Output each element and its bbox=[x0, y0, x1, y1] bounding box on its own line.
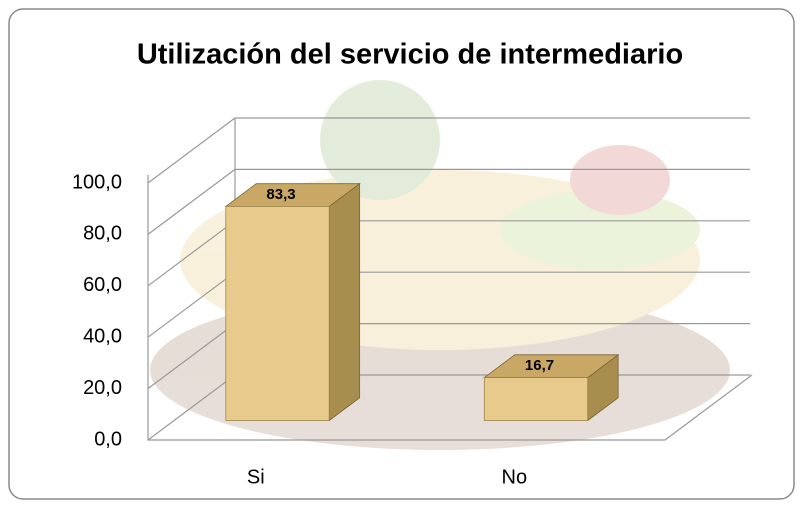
x-tick-label: Si bbox=[247, 466, 265, 488]
x-tick-label: No bbox=[502, 466, 528, 488]
y-tick-label: 0,0 bbox=[94, 428, 122, 450]
bar bbox=[483, 377, 589, 421]
chart-title: Utilización del servicio de intermediari… bbox=[137, 39, 683, 71]
y-tick-label: 60,0 bbox=[83, 274, 122, 296]
y-tick-label: 100,0 bbox=[72, 171, 122, 193]
grid-line bbox=[147, 168, 750, 235]
axis-line bbox=[147, 175, 753, 441]
y-tick-label: 80,0 bbox=[83, 223, 122, 245]
bar-side bbox=[328, 182, 361, 422]
bar bbox=[225, 206, 330, 421]
data-label: 16,7 bbox=[525, 357, 554, 374]
grid-line bbox=[147, 117, 750, 184]
y-tick-label: 40,0 bbox=[83, 325, 122, 347]
y-tick-label: 20,0 bbox=[83, 377, 122, 399]
data-label: 83,3 bbox=[266, 186, 295, 203]
